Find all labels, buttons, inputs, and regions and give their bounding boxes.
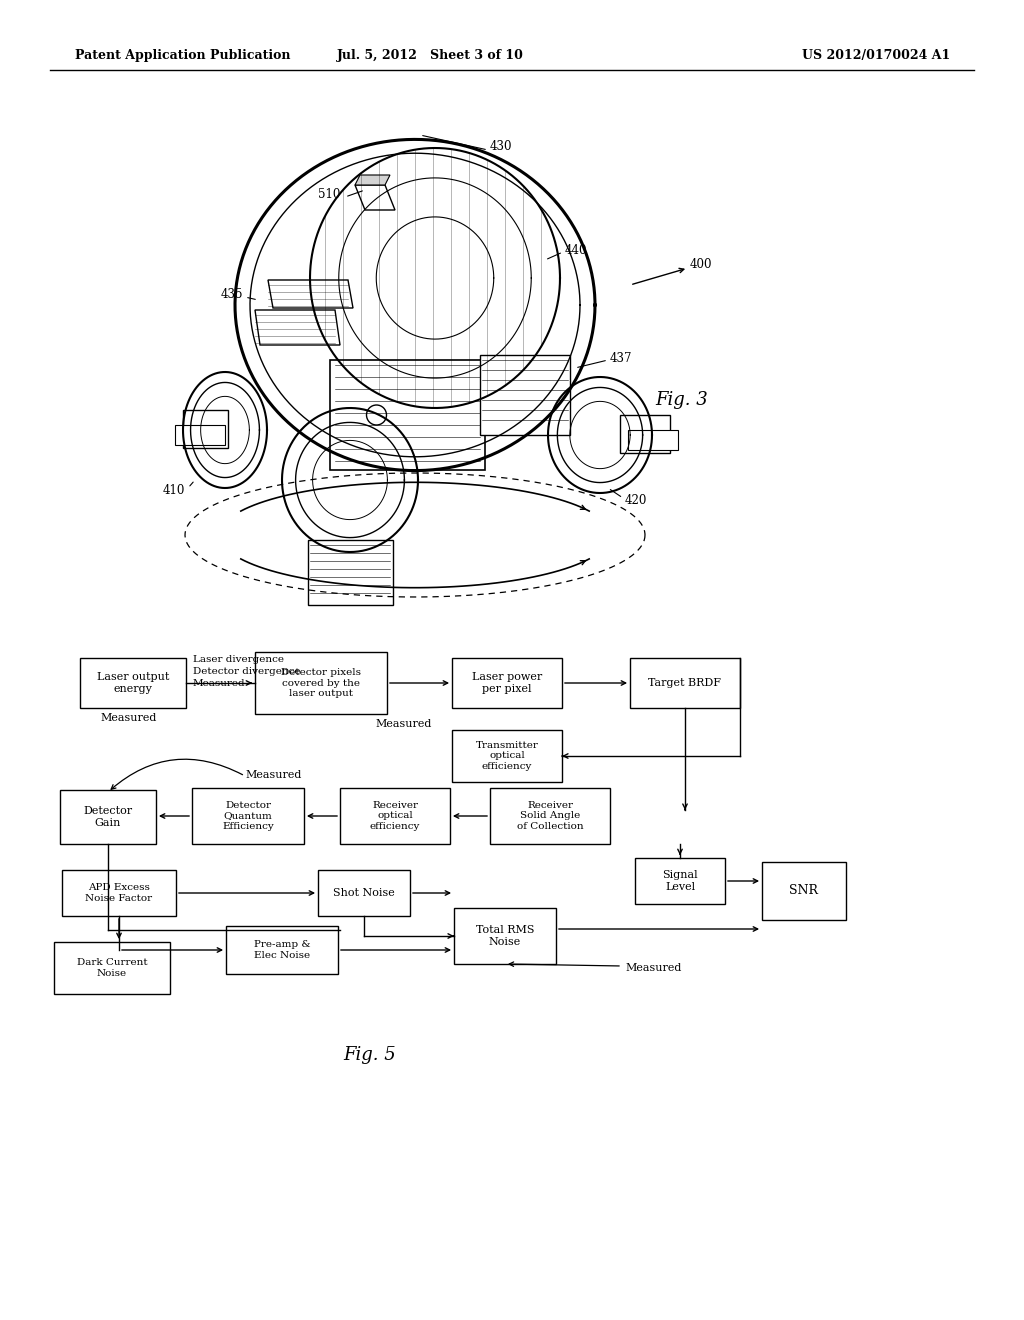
Text: Detector divergence: Detector divergence xyxy=(193,668,300,676)
Bar xyxy=(490,788,610,843)
Text: Receiver
optical
efficiency: Receiver optical efficiency xyxy=(370,801,420,830)
Text: Detector
Gain: Detector Gain xyxy=(83,807,132,828)
Bar xyxy=(630,657,740,708)
Bar xyxy=(255,652,387,714)
Bar xyxy=(454,908,556,964)
Text: Pre-amp &
Elec Noise: Pre-amp & Elec Noise xyxy=(254,940,310,960)
Text: Detector pixels
covered by the
laser output: Detector pixels covered by the laser out… xyxy=(281,668,361,698)
Bar xyxy=(620,414,670,453)
Text: Target BRDF: Target BRDF xyxy=(648,678,722,688)
Bar xyxy=(452,730,562,781)
Text: Laser output
energy: Laser output energy xyxy=(97,672,169,694)
Bar xyxy=(80,657,186,708)
Bar xyxy=(330,360,485,470)
Text: Laser divergence: Laser divergence xyxy=(193,656,284,664)
Text: 410: 410 xyxy=(163,483,185,496)
Text: APD Excess
Noise Factor: APD Excess Noise Factor xyxy=(85,883,153,903)
Bar xyxy=(183,411,228,447)
Text: 440: 440 xyxy=(565,243,588,256)
Text: Measured: Measured xyxy=(193,680,246,689)
Text: Shot Noise: Shot Noise xyxy=(333,888,395,898)
Bar xyxy=(452,657,562,708)
Text: Receiver
Solid Angle
of Collection: Receiver Solid Angle of Collection xyxy=(517,801,584,830)
Bar xyxy=(318,870,410,916)
Bar xyxy=(628,430,678,450)
Polygon shape xyxy=(255,310,340,345)
Text: Fig. 5: Fig. 5 xyxy=(344,1045,396,1064)
Bar xyxy=(175,425,225,445)
Polygon shape xyxy=(355,185,395,210)
Bar xyxy=(480,355,570,436)
Text: Measured: Measured xyxy=(245,770,301,780)
Text: Total RMS
Noise: Total RMS Noise xyxy=(476,925,535,946)
Text: 510: 510 xyxy=(317,189,340,202)
Text: Signal
Level: Signal Level xyxy=(663,870,697,892)
Bar xyxy=(62,870,176,916)
Polygon shape xyxy=(355,176,390,185)
Text: Detector
Quantum
Efficiency: Detector Quantum Efficiency xyxy=(222,801,273,830)
Bar xyxy=(54,942,170,994)
Text: Fig. 3: Fig. 3 xyxy=(655,391,708,409)
Text: 435: 435 xyxy=(220,289,243,301)
Bar xyxy=(60,789,156,843)
Bar xyxy=(308,540,393,605)
Bar xyxy=(193,788,304,843)
Bar xyxy=(340,788,450,843)
Text: Measured: Measured xyxy=(100,713,157,723)
Text: Laser power
per pixel: Laser power per pixel xyxy=(472,672,542,694)
Text: 420: 420 xyxy=(625,494,647,507)
Text: Measured: Measured xyxy=(625,964,681,973)
Text: Measured: Measured xyxy=(376,719,432,729)
Bar xyxy=(635,858,725,904)
Text: US 2012/0170024 A1: US 2012/0170024 A1 xyxy=(802,49,950,62)
Text: Dark Current
Noise: Dark Current Noise xyxy=(77,958,147,978)
Text: 430: 430 xyxy=(490,140,512,153)
Text: Patent Application Publication: Patent Application Publication xyxy=(75,49,291,62)
Text: SNR: SNR xyxy=(790,884,818,898)
Polygon shape xyxy=(268,280,353,308)
Bar xyxy=(762,862,846,920)
Text: 400: 400 xyxy=(690,259,713,272)
Bar xyxy=(226,927,338,974)
Text: 437: 437 xyxy=(610,351,633,364)
Text: Transmitter
optical
efficiency: Transmitter optical efficiency xyxy=(475,741,539,771)
Text: Jul. 5, 2012   Sheet 3 of 10: Jul. 5, 2012 Sheet 3 of 10 xyxy=(337,49,523,62)
